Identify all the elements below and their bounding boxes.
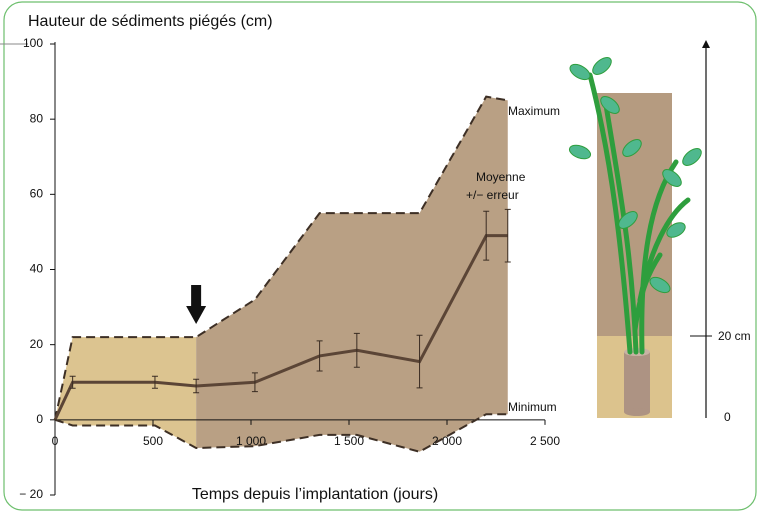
error-bar	[483, 210, 490, 261]
envelope	[196, 96, 508, 452]
x-tick-label: 2 500	[530, 434, 560, 448]
error-bar	[193, 378, 200, 394]
error-bar	[353, 332, 360, 368]
boundary-line	[54, 413, 508, 453]
marker-arrow	[186, 285, 207, 324]
y-tick-label: 60	[30, 187, 44, 201]
pot	[624, 352, 650, 412]
y-tick-label: 40	[30, 262, 44, 276]
boundary-line	[54, 95, 508, 421]
scale-arrow	[702, 40, 710, 48]
y-tick-label: 100	[23, 36, 43, 50]
error-bar	[416, 334, 423, 389]
leaves	[568, 57, 702, 294]
illustration: 20 cm 0	[568, 40, 751, 424]
error-bar	[504, 208, 511, 263]
series-label: Moyenne	[476, 170, 526, 184]
chart-title: Hauteur de sédiments piégés (cm)	[28, 13, 273, 30]
x-tick-label: 0	[52, 434, 59, 448]
y-tick-label: 20	[30, 337, 44, 351]
error-bar	[151, 375, 158, 389]
pot-base	[624, 408, 650, 416]
x-axis-label: Temps depuis l’implantation (jours)	[192, 486, 438, 503]
error-bar	[251, 372, 258, 393]
x-tick-label: 2 000	[432, 434, 462, 448]
series-label: Maximum	[508, 104, 560, 118]
error-bar	[316, 340, 323, 372]
x-tick-label: 1 500	[334, 434, 364, 448]
y-tick-label: − 20	[19, 487, 43, 501]
y-tick-label: 0	[36, 412, 43, 426]
y-tick-label: 80	[30, 111, 44, 125]
scale-label: 20 cm	[718, 329, 751, 343]
scale-label: 0	[724, 410, 731, 424]
frame	[3, 1, 757, 511]
x-tick-label: 500	[143, 434, 163, 448]
mean-line	[53, 234, 508, 421]
series-label: +/− erreur	[466, 188, 519, 202]
series-label: Minimum	[508, 400, 557, 414]
error-bar	[69, 375, 76, 389]
